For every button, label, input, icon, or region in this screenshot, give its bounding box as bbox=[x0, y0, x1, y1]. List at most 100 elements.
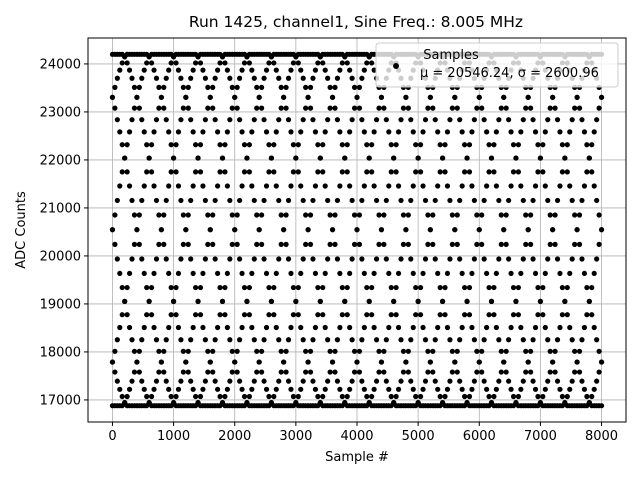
data-point bbox=[562, 400, 568, 406]
data-point bbox=[344, 284, 350, 291]
data-point bbox=[356, 105, 363, 111]
data-point bbox=[109, 94, 116, 100]
data-point bbox=[508, 129, 514, 135]
data-point bbox=[557, 386, 563, 392]
data-point bbox=[371, 183, 377, 189]
data-point bbox=[249, 129, 255, 135]
data-point bbox=[395, 183, 402, 189]
data-point bbox=[224, 67, 230, 73]
data-point bbox=[444, 386, 451, 392]
data-point bbox=[591, 270, 597, 277]
data-point bbox=[170, 400, 177, 406]
data-point bbox=[347, 67, 353, 73]
data-point bbox=[425, 212, 431, 218]
data-point bbox=[180, 105, 186, 111]
data-point bbox=[432, 117, 438, 123]
data-point bbox=[591, 183, 597, 189]
data-point bbox=[215, 67, 221, 73]
data-point bbox=[161, 241, 167, 247]
data-point bbox=[530, 256, 536, 262]
data-point bbox=[339, 312, 345, 318]
data-point bbox=[567, 324, 573, 331]
data-point bbox=[400, 105, 407, 111]
data-point bbox=[594, 337, 600, 343]
data-point bbox=[344, 312, 350, 318]
data-point bbox=[586, 400, 592, 406]
data-point bbox=[126, 386, 133, 392]
data-point bbox=[530, 117, 536, 123]
data-point bbox=[457, 378, 463, 384]
data-point bbox=[572, 241, 578, 247]
data-point bbox=[337, 386, 343, 392]
data-point bbox=[535, 312, 541, 318]
data-point bbox=[266, 169, 272, 175]
data-point bbox=[466, 142, 473, 148]
data-point bbox=[459, 183, 465, 189]
data-point bbox=[496, 256, 502, 262]
data-point bbox=[579, 117, 585, 123]
data-point bbox=[178, 75, 184, 81]
data-point bbox=[144, 312, 150, 318]
data-point bbox=[342, 298, 348, 304]
data-point bbox=[469, 386, 475, 392]
data-point bbox=[439, 155, 446, 161]
data-point bbox=[391, 298, 397, 304]
data-point bbox=[329, 227, 336, 233]
data-point bbox=[254, 348, 260, 354]
data-point bbox=[408, 378, 414, 384]
data-point bbox=[273, 270, 279, 277]
data-point bbox=[373, 337, 380, 343]
data-point bbox=[268, 400, 275, 406]
data-point bbox=[535, 169, 541, 175]
data-point bbox=[435, 386, 441, 392]
data-point bbox=[381, 348, 387, 354]
data-point bbox=[417, 284, 424, 291]
data-point bbox=[349, 256, 355, 262]
data-point bbox=[508, 324, 514, 331]
data-point bbox=[129, 378, 135, 384]
data-point bbox=[320, 284, 326, 291]
data-point bbox=[288, 270, 294, 277]
data-point bbox=[200, 67, 206, 73]
data-point bbox=[545, 117, 551, 123]
data-point bbox=[381, 369, 387, 375]
data-point bbox=[163, 117, 169, 123]
data-point bbox=[491, 142, 497, 148]
data-point bbox=[403, 94, 409, 100]
data-point bbox=[449, 241, 455, 247]
data-point bbox=[315, 393, 321, 400]
data-point bbox=[337, 270, 343, 277]
data-point bbox=[114, 378, 120, 384]
data-point bbox=[471, 256, 477, 262]
data-point bbox=[298, 386, 304, 392]
data-point bbox=[317, 155, 323, 161]
data-point bbox=[393, 142, 399, 148]
data-point bbox=[136, 105, 142, 111]
data-point bbox=[271, 142, 277, 148]
data-point bbox=[166, 270, 172, 277]
data-point bbox=[278, 348, 284, 354]
data-point bbox=[554, 378, 561, 384]
data-point bbox=[315, 169, 321, 175]
data-point bbox=[161, 212, 167, 218]
data-point bbox=[493, 324, 499, 331]
data-point bbox=[298, 67, 304, 73]
data-point bbox=[422, 197, 429, 204]
data-point bbox=[349, 337, 355, 343]
data-point bbox=[493, 270, 499, 277]
data-point bbox=[488, 155, 495, 161]
data-point bbox=[339, 169, 345, 175]
data-point bbox=[315, 284, 321, 291]
data-point bbox=[327, 348, 333, 354]
data-point bbox=[459, 129, 465, 135]
data-point bbox=[559, 142, 566, 148]
data-point bbox=[283, 84, 289, 90]
data-point bbox=[515, 169, 522, 175]
data-point bbox=[251, 378, 257, 384]
data-point bbox=[598, 359, 605, 365]
data-point bbox=[259, 348, 265, 354]
data-point bbox=[598, 227, 605, 233]
data-point bbox=[222, 393, 228, 400]
data-point bbox=[126, 183, 133, 189]
data-point bbox=[197, 312, 204, 318]
